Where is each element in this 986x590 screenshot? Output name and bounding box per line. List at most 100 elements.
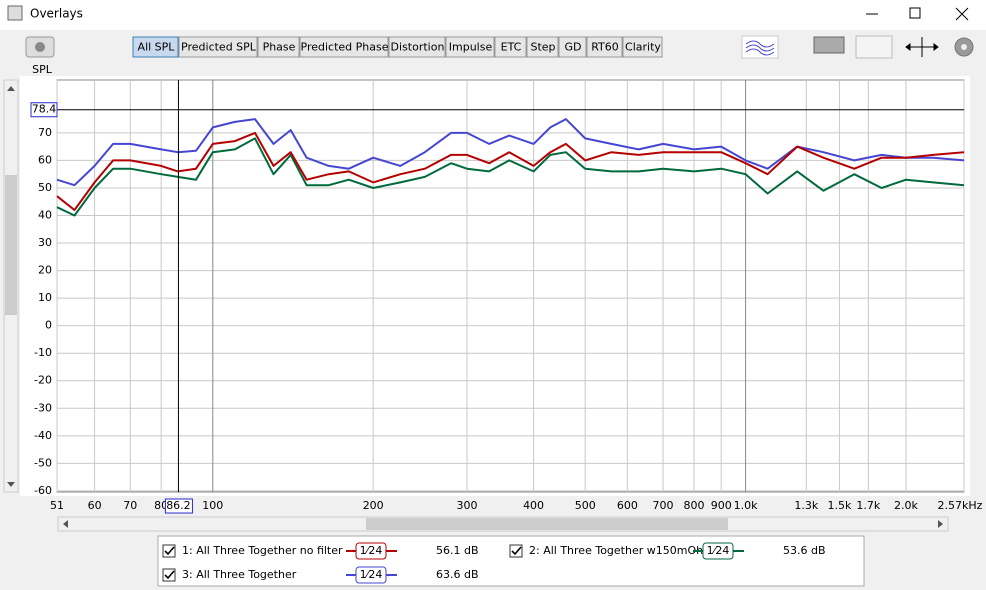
plot-area <box>56 79 965 493</box>
x-tick-label: 900 <box>711 499 732 512</box>
horizontal-scroll-thumb[interactable] <box>366 518 728 530</box>
legend-name: 1: All Three Together no filter <box>182 544 343 557</box>
legend-level: 56.1 dB <box>436 544 479 557</box>
legend-check <box>164 546 175 556</box>
x-tick-label: 1.0k <box>734 499 758 512</box>
y-tick-label: -30 <box>34 401 52 414</box>
legend-panel <box>157 535 865 587</box>
app-icon <box>7 5 23 21</box>
close-button[interactable] <box>955 7 969 21</box>
x-tick-label: 60 <box>88 499 102 512</box>
x-tick-label: 70 <box>123 499 137 512</box>
legend-check <box>511 546 522 556</box>
y-tick-label: 50 <box>38 181 52 194</box>
tab-label[interactable]: All SPL <box>138 41 176 54</box>
cursor-label-box <box>164 498 193 514</box>
controls-button[interactable] <box>855 35 893 59</box>
tab[interactable] <box>178 36 258 58</box>
legend-level: 63.6 dB <box>436 568 479 581</box>
tab[interactable] <box>445 36 495 58</box>
y-tick-label: 40 <box>38 208 52 221</box>
y-axis-label: SPL <box>32 63 53 76</box>
tab-bar: All SPL Predicted SPL Phase Predicted Phase… <box>132 36 663 58</box>
legend-checkbox[interactable] <box>162 568 176 582</box>
tab[interactable] <box>388 36 446 58</box>
x-tick-label: 800 <box>683 499 704 512</box>
vertical-scroll-thumb[interactable] <box>5 175 17 315</box>
cursor-x-label: 86.2 <box>166 499 191 512</box>
series-line <box>56 118 965 187</box>
legend-name: 3: All Three Together <box>182 568 297 581</box>
tab[interactable] <box>299 36 389 58</box>
legend-level: 53.6 dB <box>783 544 826 557</box>
pan-button[interactable] <box>905 37 939 57</box>
x-tick-label: 600 <box>617 499 638 512</box>
y-tick-label: 20 <box>38 264 52 277</box>
tab[interactable] <box>132 36 179 58</box>
limits-button[interactable] <box>813 36 845 54</box>
x-tick-label: 2.0k <box>894 499 918 512</box>
x-tick-label: 1.3k <box>794 499 818 512</box>
x-tick-label: 500 <box>575 499 596 512</box>
legend-smoothing-box[interactable] <box>355 566 387 584</box>
legend-checkbox[interactable] <box>162 544 176 558</box>
legend: 1: All Three Together no filter 1⁄24 56.1 … <box>162 542 826 584</box>
legend-check <box>164 570 175 580</box>
tab-label[interactable]: Predicted Phase <box>301 41 389 54</box>
camera-lens <box>35 42 45 52</box>
tab[interactable] <box>558 36 587 58</box>
x-tick-label: 1.7k <box>856 499 880 512</box>
y-tick-label: -40 <box>34 429 52 442</box>
legend-smoothing-box[interactable] <box>702 542 734 560</box>
legend-name: 2: All Three Together w150mOhm <box>529 544 714 557</box>
tab-label[interactable]: Step <box>530 41 555 54</box>
y-tick-label: -60 <box>34 484 52 497</box>
tab-label[interactable]: RT60 <box>591 41 619 54</box>
series-line <box>56 137 965 217</box>
tab[interactable] <box>257 36 300 58</box>
x-tick-label: 700 <box>653 499 674 512</box>
series-line <box>56 131 965 211</box>
tab[interactable] <box>622 36 663 58</box>
tab-label[interactable]: GD <box>565 41 582 54</box>
tab-label[interactable]: Distortion <box>391 41 445 54</box>
x-tick-label: 80 <box>154 499 168 512</box>
tab-label[interactable]: ETC <box>501 41 522 54</box>
legend-checkbox[interactable] <box>509 544 523 558</box>
y-tick-label: 0 <box>45 319 52 332</box>
y-tick-label: 10 <box>38 291 52 304</box>
y-tick-label: 60 <box>38 153 52 166</box>
legend-smoothing: 1⁄24 <box>360 568 383 581</box>
cursor-y-label: 78.4 <box>32 103 57 116</box>
legend-smoothing: 1⁄24 <box>707 544 730 557</box>
tab-label[interactable]: Impulse <box>449 41 493 54</box>
tab-label[interactable]: Phase <box>263 41 296 54</box>
y-tick-label: 30 <box>38 236 52 249</box>
legend-smoothing: 1⁄24 <box>360 544 383 557</box>
x-tick-label: 400 <box>523 499 544 512</box>
tab-label[interactable]: Predicted SPL <box>181 41 257 54</box>
settings-icon <box>961 44 967 50</box>
tab-label[interactable]: Clarity <box>625 41 661 54</box>
maximize-button[interactable] <box>909 7 921 19</box>
x-tick-label: 51 <box>50 499 64 512</box>
x-tick-label: 2.57kHz <box>938 499 983 512</box>
title-bar <box>0 0 986 30</box>
tab[interactable] <box>494 36 527 58</box>
cursor-label-box <box>30 102 58 118</box>
window-title: Overlays <box>30 7 83 21</box>
x-tick-label: 300 <box>457 499 478 512</box>
tab[interactable] <box>586 36 623 58</box>
x-tick-label: 1.5k <box>827 499 851 512</box>
tab[interactable] <box>526 36 559 58</box>
x-tick-label: 200 <box>363 499 384 512</box>
y-tick-label: -20 <box>34 374 52 387</box>
graph-tool-icon <box>745 40 775 56</box>
y-tick-label: 70 <box>38 126 52 139</box>
y-tick-label: -50 <box>34 456 52 469</box>
y-tick-label: -10 <box>34 346 52 359</box>
legend-smoothing-box[interactable] <box>355 542 387 560</box>
x-tick-label: 100 <box>202 499 223 512</box>
